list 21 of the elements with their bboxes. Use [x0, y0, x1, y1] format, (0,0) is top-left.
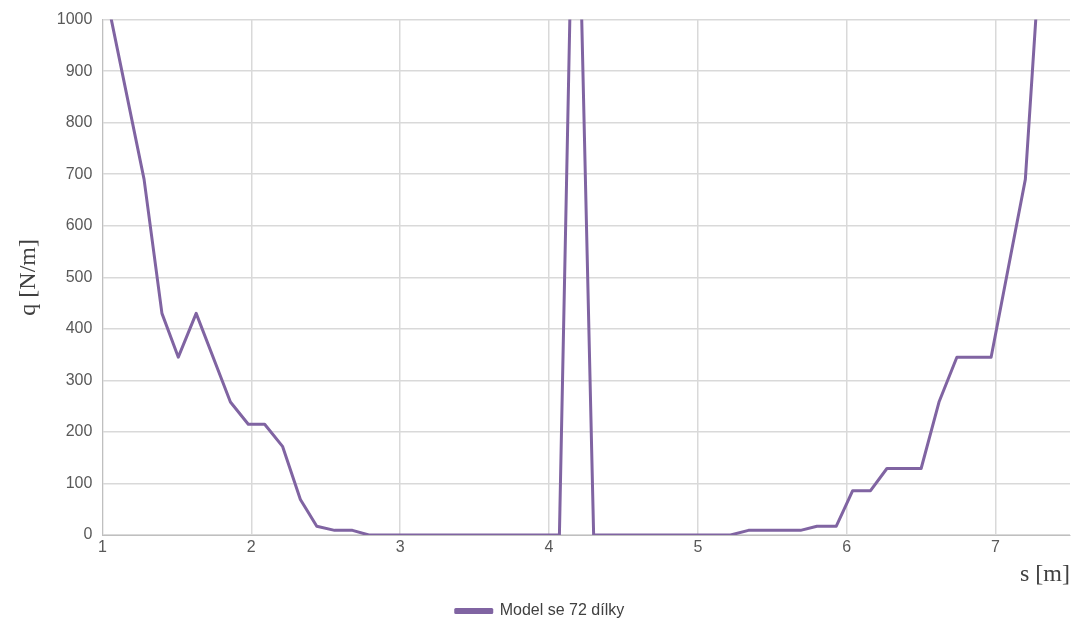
y-tick-label: 800 — [65, 113, 93, 131]
y-tick-label: 200 — [65, 422, 93, 440]
x-tick-label: 1 — [97, 538, 107, 556]
x-tick-label: 5 — [693, 538, 703, 556]
x-tick-label: 7 — [991, 538, 1001, 556]
y-tick-label: 500 — [65, 267, 93, 285]
y-tick-label: 300 — [65, 370, 93, 388]
y-tick-label: 0 — [83, 525, 93, 543]
x-tick-label: 2 — [246, 538, 256, 556]
y-tick-label: 400 — [65, 319, 93, 337]
legend-label: Model se 72 dílky — [499, 601, 625, 619]
y-tick-label: 700 — [65, 164, 93, 182]
y-tick-label: 600 — [65, 216, 93, 234]
x-tick-label: 4 — [544, 538, 554, 556]
y-tick-label: 100 — [65, 473, 93, 491]
x-tick-label: 3 — [395, 538, 405, 556]
y-tick-label: 900 — [65, 61, 93, 79]
y-axis-title: q [N/m] — [13, 238, 40, 316]
x-axis-title: s [m] — [1020, 559, 1070, 586]
x-tick-label: 6 — [842, 538, 852, 556]
y-tick-label: 1000 — [56, 10, 93, 28]
